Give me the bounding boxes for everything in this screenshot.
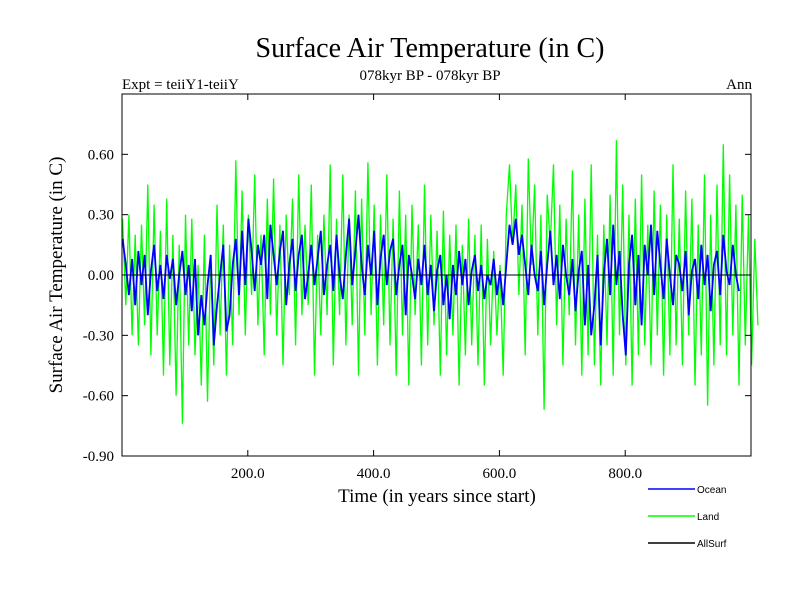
y-axis-label: Surface Air Temperature (in C) [46,157,67,394]
x-tick-label: 600.0 [483,466,517,482]
plot-area [121,140,759,424]
legend-label: Ocean [697,485,726,496]
series-line-land [121,140,759,424]
legend-item-ocean: Ocean [648,485,726,496]
legend-label: AllSurf [697,539,727,550]
y-axis: -0.90 -0.60 -0.30 0.00 0.30 0.60 [83,147,751,465]
x-tick-label: 800.0 [608,466,642,482]
y-tick-label: -0.90 [83,449,114,465]
legend-item-allsurf: AllSurf [648,539,727,550]
y-tick-label: -0.30 [83,328,114,344]
y-tick-label: 0.30 [88,208,114,224]
y-tick-label: 0.60 [88,147,114,163]
y-tick-label: -0.60 [83,389,114,405]
x-axis-label: Time (in years since start) [338,486,536,507]
legend-label: Land [697,512,719,523]
experiment-note: Expt = teiiY1-teiiY [122,77,239,93]
legend-item-land: Land [648,512,719,523]
series-line-ocean [121,214,740,356]
x-tick-label: 400.0 [357,466,391,482]
chart-subtitle: 078kyr BP - 078kyr BP [359,68,500,84]
chart-title: Surface Air Temperature (in C) [256,33,605,64]
legend: Ocean Land AllSurf [648,485,727,550]
x-axis: 200.0 400.0 600.0 800.0 [231,94,642,482]
y-tick-label: 0.00 [88,268,114,284]
season-note: Ann [726,77,752,93]
x-tick-label: 200.0 [231,466,265,482]
